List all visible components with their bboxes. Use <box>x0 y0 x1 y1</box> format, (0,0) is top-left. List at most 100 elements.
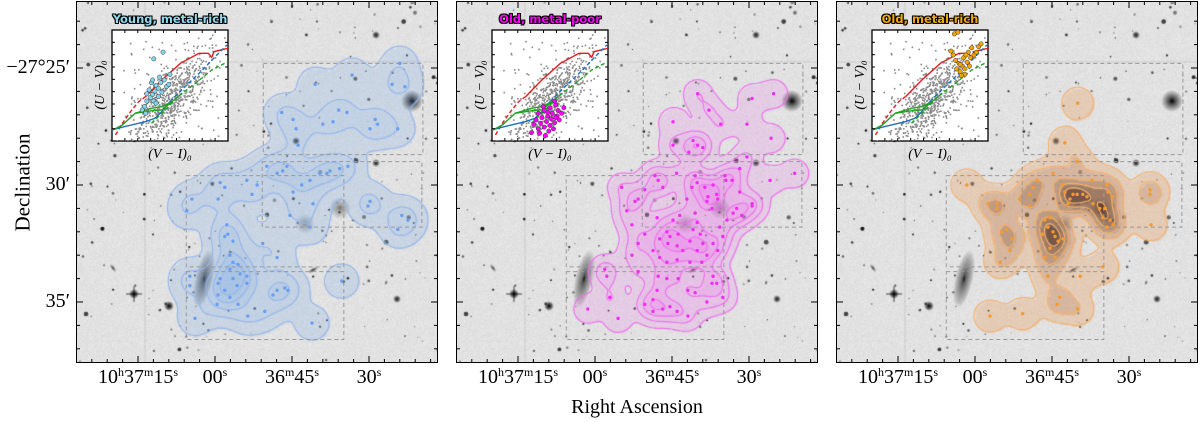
cmd-background-point <box>526 130 529 133</box>
cmd-background-point <box>510 52 513 55</box>
cmd-background-point <box>554 49 557 52</box>
cmd-background-point <box>167 129 170 132</box>
cmd-background-point <box>921 97 924 99</box>
data-point <box>693 173 697 178</box>
cmd-background-point <box>945 82 948 85</box>
cmd-background-point <box>898 137 900 139</box>
data-point <box>750 96 754 101</box>
x-tick-label: 30s <box>737 366 762 389</box>
cmd-background-point <box>941 72 943 74</box>
cmd-background-point <box>210 79 212 82</box>
cmd-background-point <box>162 136 165 139</box>
cmd-background-point <box>565 115 568 118</box>
cmd-background-point <box>535 113 538 116</box>
cmd-background-point <box>903 132 905 134</box>
cmd-background-point <box>527 109 530 111</box>
cmd-background-point <box>528 105 531 108</box>
cmd-background-point <box>176 105 179 108</box>
cmd-background-point <box>201 71 203 74</box>
cmd-background-point <box>181 86 184 88</box>
cmd-background-point <box>169 88 172 91</box>
cmd-background-point <box>905 122 908 125</box>
cmd-background-point <box>163 103 166 106</box>
x-tick-label-part: m <box>1044 365 1055 379</box>
cmd-background-point <box>142 122 145 124</box>
cmd-background-point <box>190 101 192 103</box>
cmd-background-point <box>169 110 172 112</box>
cmd-background-point <box>922 91 925 94</box>
cmd-background-point <box>130 138 133 141</box>
cmd-background-point <box>941 82 944 85</box>
cmd-background-point <box>918 128 920 130</box>
cmd-background-point <box>934 106 936 108</box>
cmd-highlight-point <box>160 49 166 55</box>
cmd-background-point <box>936 84 938 87</box>
cmd-background-point <box>554 87 557 90</box>
cmd-background-point <box>927 124 929 126</box>
cmd-background-point <box>518 127 521 130</box>
data-point <box>721 295 725 300</box>
data-point <box>643 302 647 307</box>
cmd-background-point <box>170 78 172 81</box>
cmd-background-point <box>936 72 938 74</box>
cmd-background-point <box>591 47 594 49</box>
cmd-background-point <box>162 87 165 90</box>
cmd-background-point <box>158 112 160 114</box>
cmd-background-point <box>531 128 533 131</box>
cmd-background-point <box>940 80 942 83</box>
data-point <box>630 223 634 227</box>
cmd-background-point <box>551 77 553 80</box>
cmd-background-point <box>571 94 573 97</box>
cmd-background-point <box>903 108 905 111</box>
cmd-background-point <box>533 102 536 105</box>
data-point <box>693 290 697 295</box>
data-point <box>390 82 394 87</box>
data-point <box>1110 195 1114 199</box>
cmd-highlight-point <box>150 77 156 83</box>
cmd-background-point <box>938 103 940 106</box>
cmd-background-point <box>568 74 571 77</box>
cmd-background-point <box>137 139 140 141</box>
cmd-background-point <box>556 84 558 87</box>
cmd-background-point <box>909 143 911 145</box>
cmd-background-point <box>146 135 149 138</box>
cmd-background-point <box>531 105 534 108</box>
data-point <box>740 213 744 218</box>
cmd-background-point <box>174 104 177 107</box>
cmd-background-point <box>895 133 897 135</box>
cmd-background-point <box>170 122 173 125</box>
cmd-background-point <box>507 140 509 141</box>
cmd-background-point <box>188 85 191 87</box>
cmd-background-point <box>208 67 211 70</box>
cmd-background-point <box>532 105 535 107</box>
cmd-background-point <box>146 72 148 75</box>
cmd-background-point <box>934 122 937 125</box>
cmd-background-point <box>197 45 199 48</box>
cmd-background-point <box>583 72 585 74</box>
cmd-background-point <box>560 131 563 133</box>
cmd-background-point <box>912 98 915 100</box>
cmd-background-point <box>585 105 588 107</box>
cmd-background-point <box>528 142 530 144</box>
cmd-background-point <box>922 125 925 127</box>
cmd-background-point <box>977 117 980 119</box>
x-tick-label-part: 00 <box>202 366 223 388</box>
data-point <box>345 110 349 115</box>
cmd-background-point <box>171 105 173 108</box>
cmd-background-point <box>174 84 177 86</box>
cmd-background-point <box>539 125 541 128</box>
cmd-highlight-point <box>533 117 539 123</box>
data-point <box>223 185 227 190</box>
cmd-background-point <box>545 95 547 98</box>
data-point <box>1106 190 1110 194</box>
cmd-background-point <box>921 104 924 106</box>
cmd-background-point <box>561 82 564 85</box>
cmd-background-point <box>552 82 555 84</box>
cmd-background-point <box>195 61 198 64</box>
panel-title: Young, metal-rich <box>112 12 228 26</box>
cmd-background-point <box>165 111 168 114</box>
cmd-background-point <box>932 126 934 129</box>
cmd-background-point <box>189 63 192 65</box>
cmd-background-point <box>171 120 174 122</box>
cmd-background-point <box>920 63 923 66</box>
